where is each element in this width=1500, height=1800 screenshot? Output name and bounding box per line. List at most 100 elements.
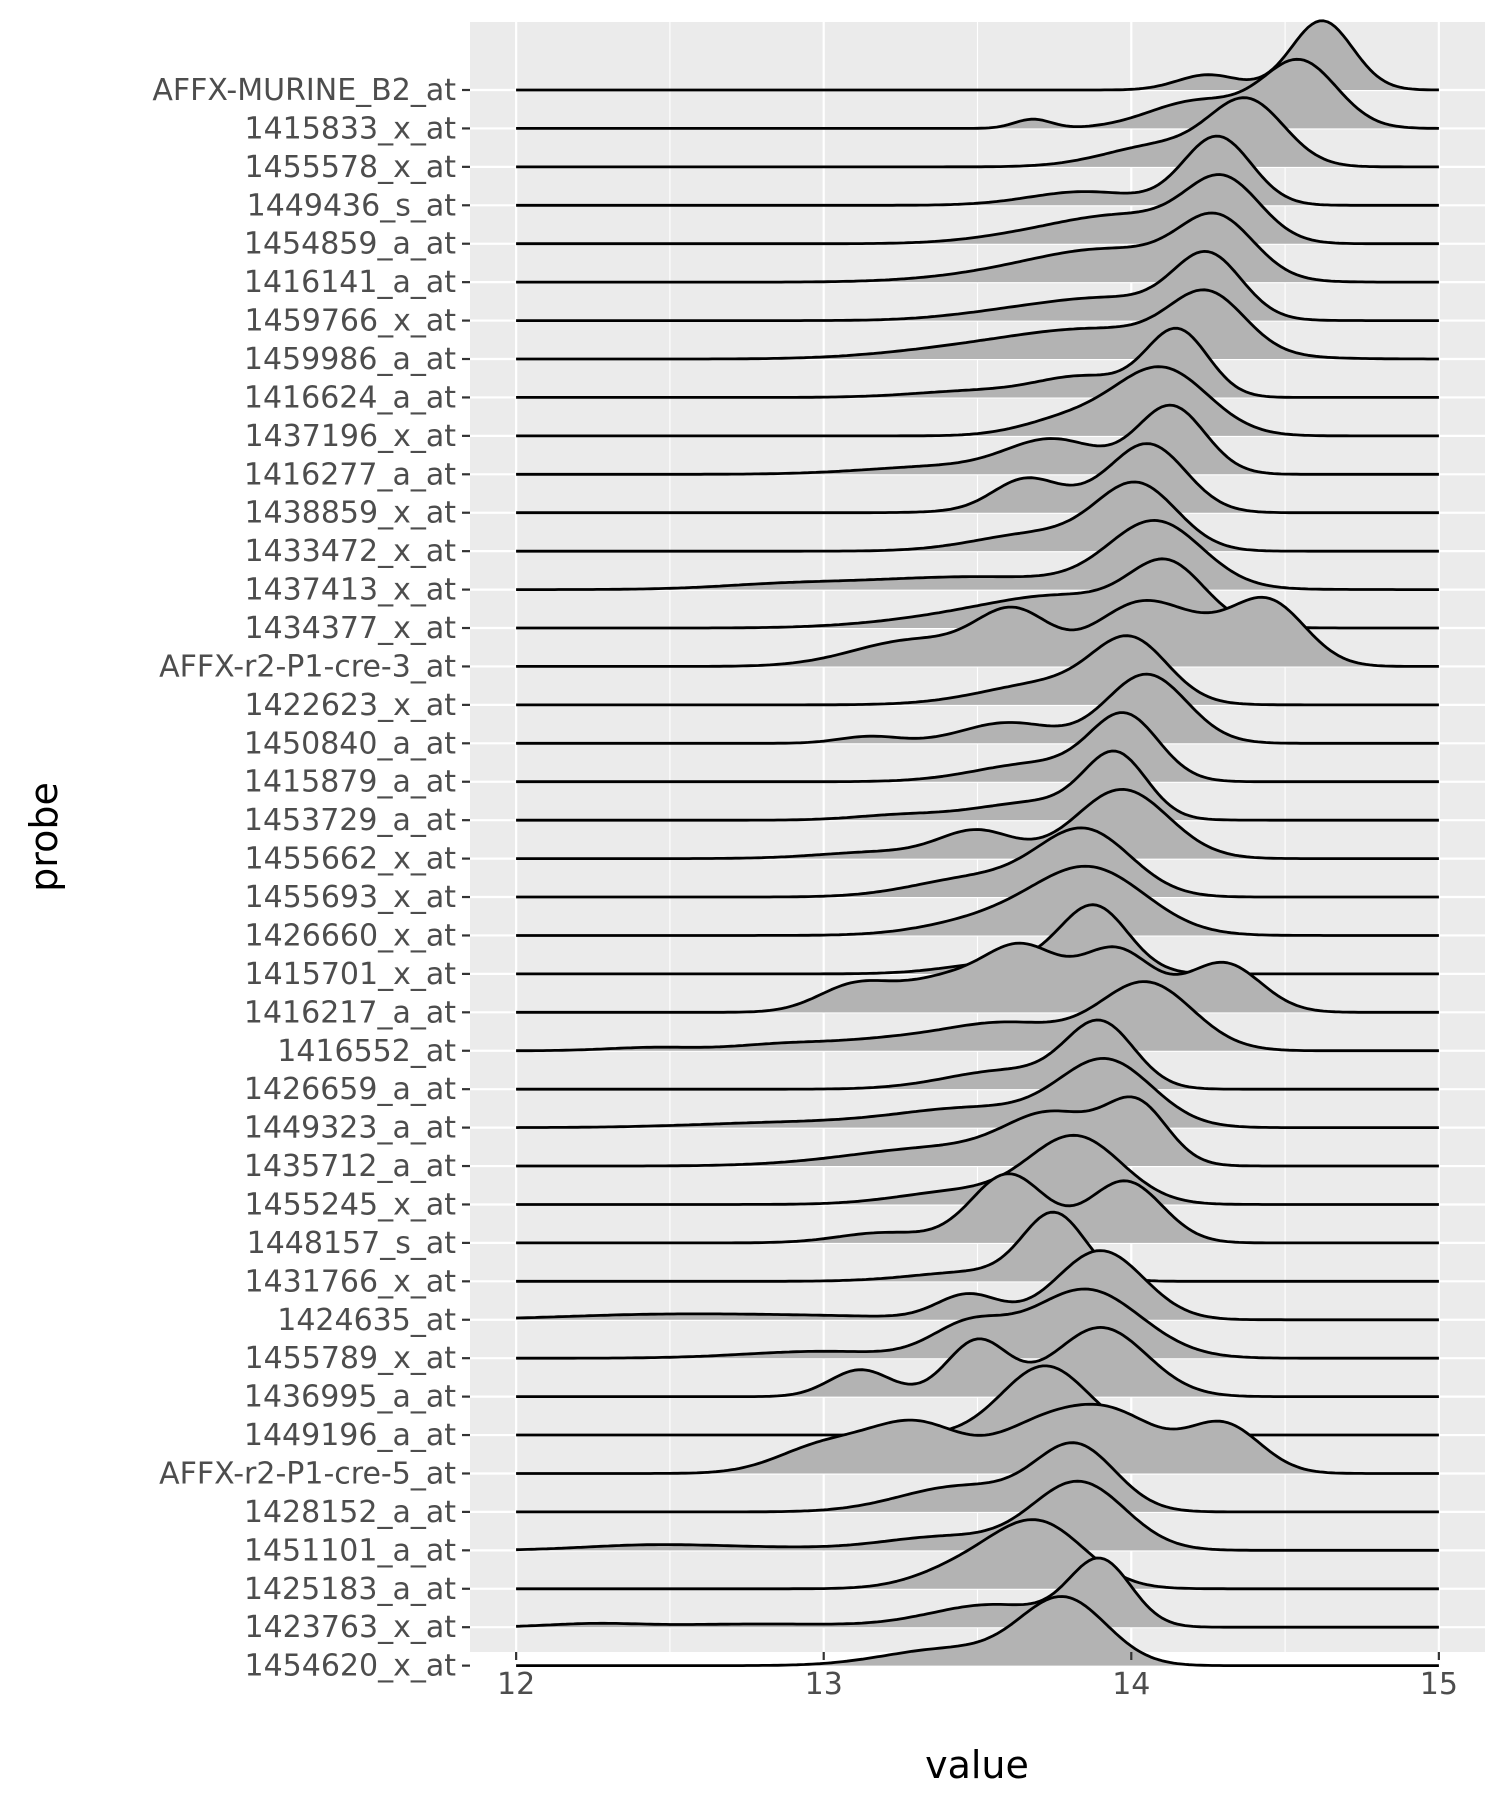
ridge-line bbox=[516, 442, 1439, 515]
x-axis: 12 13 14 15 bbox=[497, 1652, 1458, 1702]
ridge-area bbox=[516, 1481, 1439, 1551]
ridge-area bbox=[516, 1058, 1439, 1128]
y-axis-title: probe bbox=[22, 782, 66, 892]
y-tick-label: 1455245_x_at bbox=[244, 1187, 456, 1222]
x-tick-label: 15 bbox=[1420, 1667, 1458, 1702]
ridge-area bbox=[516, 289, 1439, 360]
y-tick-label: 1454859_a_at bbox=[244, 227, 456, 262]
ridge-area bbox=[516, 405, 1439, 475]
y-tick-label: 1428152_a_at bbox=[244, 1495, 456, 1530]
ridge-line bbox=[516, 134, 1439, 207]
y-tick-label: 1455578_x_at bbox=[244, 150, 456, 185]
ridge-area bbox=[516, 443, 1439, 513]
ridge-group bbox=[516, 980, 1439, 1053]
ridge-line bbox=[516, 1595, 1439, 1667]
y-tick-label: 1449196_a_at bbox=[244, 1418, 456, 1453]
ridge-group bbox=[516, 1479, 1439, 1552]
ridge-group bbox=[516, 57, 1439, 130]
ridge-group bbox=[516, 672, 1439, 745]
ridge-group bbox=[516, 788, 1439, 860]
x-tick-label: 13 bbox=[805, 1667, 843, 1702]
y-tick-label: 1431766_x_at bbox=[244, 1264, 456, 1299]
y-tick-label: 1434377_x_at bbox=[244, 611, 456, 646]
ridge-group bbox=[516, 595, 1439, 668]
y-tick-label: 1448157_s_at bbox=[247, 1226, 457, 1261]
y-tick-label: 1433472_x_at bbox=[244, 534, 456, 569]
y-tick-label: 1435712_a_at bbox=[244, 1149, 456, 1184]
ridge-line bbox=[516, 1287, 1439, 1360]
y-tick-label: 1453729_a_at bbox=[244, 803, 456, 838]
y-tick-label: AFFX-r2-P1-cre-5_at bbox=[159, 1456, 456, 1491]
ridge-group bbox=[516, 1326, 1439, 1398]
y-tick-label: 1454620_x_at bbox=[244, 1649, 456, 1684]
ridge-line bbox=[516, 711, 1439, 784]
y-tick-label: 1438859_x_at bbox=[244, 496, 456, 531]
ridge-line bbox=[516, 19, 1439, 92]
ridge-area bbox=[516, 866, 1439, 936]
y-tick-label: 1425183_a_at bbox=[244, 1572, 456, 1607]
y-tick-label: 1437196_x_at bbox=[244, 419, 456, 454]
ridge-line bbox=[516, 595, 1439, 668]
y-tick-label: 1416552_at bbox=[277, 1034, 456, 1069]
y-tick-label: 1455662_x_at bbox=[244, 842, 456, 877]
ridge-line bbox=[516, 1172, 1439, 1245]
ridge-area bbox=[516, 1020, 1439, 1090]
ridge-area bbox=[516, 1365, 1439, 1436]
y-tick-label: 1416277_a_at bbox=[244, 457, 456, 492]
ridge-area bbox=[516, 558, 1439, 629]
y-tick-label: 1450840_a_at bbox=[244, 726, 456, 761]
ridge-group bbox=[516, 442, 1439, 515]
ridge-area bbox=[516, 1135, 1439, 1205]
ridge-group bbox=[516, 826, 1439, 899]
ridge-group bbox=[516, 1556, 1439, 1629]
ridge-area bbox=[516, 1096, 1439, 1167]
ridge-group bbox=[516, 1595, 1439, 1667]
y-tick-label: 1455789_x_at bbox=[244, 1341, 456, 1376]
y-tick-label: 1416141_a_at bbox=[244, 265, 456, 300]
ridge-group bbox=[516, 480, 1439, 553]
ridge-line bbox=[516, 480, 1439, 553]
ridge-line bbox=[516, 365, 1439, 438]
ridge-group bbox=[516, 1133, 1439, 1206]
ridge-area bbox=[516, 59, 1439, 129]
y-tick-label: 1415701_x_at bbox=[244, 957, 456, 992]
y-tick-label: 1451101_a_at bbox=[244, 1533, 456, 1568]
ridge-line bbox=[516, 941, 1439, 1014]
ridge-group bbox=[516, 634, 1439, 707]
y-tick-label: 1449436_s_at bbox=[247, 188, 457, 223]
ridge-area bbox=[516, 328, 1439, 398]
ridge-line bbox=[516, 788, 1439, 860]
ridge-area bbox=[516, 827, 1439, 898]
y-tick-label: 1455693_x_at bbox=[244, 880, 456, 915]
ridge-group bbox=[516, 941, 1439, 1014]
ridge-line bbox=[516, 1364, 1439, 1437]
ridge-group bbox=[516, 1287, 1439, 1360]
ridge-area bbox=[516, 20, 1439, 90]
ridge-line bbox=[516, 1556, 1439, 1629]
ridge-line bbox=[516, 749, 1439, 822]
y-tick-label: 1459986_a_at bbox=[244, 342, 456, 377]
ridge-line bbox=[516, 173, 1439, 246]
ridge-group bbox=[516, 365, 1439, 438]
ridge-area bbox=[516, 789, 1439, 859]
ridge-group bbox=[516, 1095, 1439, 1168]
ridge-group bbox=[516, 288, 1439, 361]
ridge-group bbox=[516, 1210, 1439, 1283]
ridge-group bbox=[516, 1172, 1439, 1245]
ridge-line bbox=[516, 1133, 1439, 1206]
ridge-group bbox=[516, 711, 1439, 784]
y-tick-label: 1449323_a_at bbox=[244, 1111, 456, 1146]
y-tick-label: 1416217_a_at bbox=[244, 995, 456, 1030]
ridge-line bbox=[516, 288, 1439, 361]
ridge-line bbox=[516, 634, 1439, 707]
ridge-line bbox=[516, 1210, 1439, 1283]
y-tick-label: 1437413_x_at bbox=[244, 573, 456, 608]
y-tick-label: 1415879_a_at bbox=[244, 765, 456, 800]
y-tick-label: 1415833_x_at bbox=[244, 111, 456, 146]
x-tick-label: 14 bbox=[1112, 1667, 1150, 1702]
y-tick-label: 1436995_a_at bbox=[244, 1380, 456, 1415]
ridge-group bbox=[516, 1249, 1439, 1322]
x-axis-title: value bbox=[925, 1743, 1029, 1787]
ridge-group bbox=[516, 864, 1439, 937]
